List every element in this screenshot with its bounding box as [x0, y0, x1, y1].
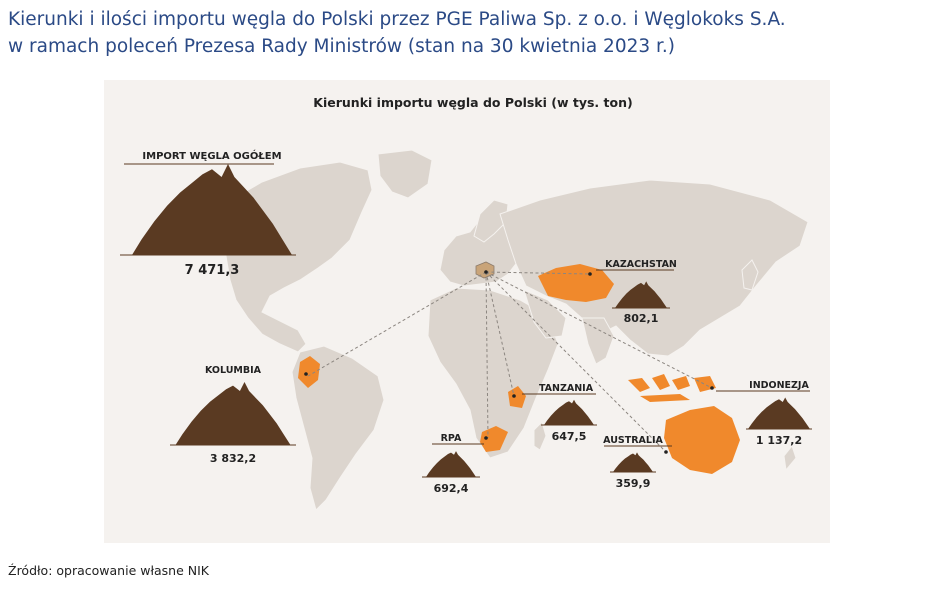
- dot-rpa: [484, 436, 488, 440]
- indonezja-value: 1 137,2: [756, 434, 802, 447]
- kolumbia-value: 3 832,2: [210, 452, 256, 465]
- import-routes: [307, 271, 713, 453]
- total-value: 7 471,3: [185, 263, 240, 278]
- country-poland: [475, 261, 495, 279]
- route-line-australia: [485, 271, 667, 453]
- rpa-label: RPA: [441, 433, 462, 444]
- country-australia: [664, 406, 740, 474]
- source-kolumbia: KOLUMBIA 3 832,2: [170, 365, 296, 465]
- country-indonesia-2: [652, 374, 670, 390]
- kazachstan-value: 802,1: [624, 312, 659, 325]
- tanzania-label: TANZANIA: [539, 383, 594, 394]
- country-indonesia-1: [628, 378, 650, 392]
- country-colombia: [298, 356, 320, 388]
- rpa-value: 692,4: [434, 482, 469, 495]
- location-dots: [304, 270, 714, 454]
- dot-colombia: [304, 372, 308, 376]
- land-new-zealand: [783, 444, 797, 472]
- total-label: IMPORT WĘGLA OGÓŁEM: [142, 149, 281, 162]
- land-masses: [221, 149, 809, 511]
- page-title-line-2: w ramach poleceń Prezesa Rady Ministrów …: [8, 36, 676, 57]
- country-kazakhstan: [538, 264, 614, 302]
- route-line-colombia: [307, 271, 487, 377]
- coal-pile-icon-kolumbia: [175, 382, 291, 445]
- world-map: Kierunki importu węgla do Polski (w tys.…: [120, 95, 812, 511]
- source-rpa: RPA 692,4: [422, 433, 484, 495]
- source-tanzania: TANZANIA 647,5: [522, 383, 597, 443]
- indonezja-label: INDONEZJA: [749, 380, 809, 391]
- source-kazachstan: KAZACHSTAN 802,1: [596, 259, 677, 325]
- dot-poland: [484, 270, 488, 274]
- dot-australia: [664, 450, 668, 454]
- dot-indonesia: [710, 386, 714, 390]
- land-greenland: [377, 149, 433, 199]
- page-title-line-1: Kierunki i ilości importu węgla do Polsk…: [8, 9, 786, 30]
- source-note: Źródło: opracowanie własne NIK: [8, 563, 210, 578]
- coal-pile-icon-rpa: [426, 451, 476, 477]
- coal-pile-icon-tanzania: [544, 399, 594, 425]
- route-line-indonesia: [485, 271, 713, 389]
- country-rsa: [480, 426, 508, 452]
- source-australia: AUSTRALIA 359,9: [603, 435, 672, 490]
- land-madagascar: [533, 421, 547, 451]
- kolumbia-label: KOLUMBIA: [205, 365, 262, 376]
- coal-pile-icon-indonezja: [748, 397, 810, 429]
- land-asia: [499, 179, 809, 357]
- land-arabia: [523, 289, 567, 339]
- country-indonesia-5: [640, 394, 690, 402]
- dot-kazakhstan: [588, 272, 592, 276]
- australia-label: AUSTRALIA: [603, 435, 663, 446]
- tanzania-value: 647,5: [552, 430, 587, 443]
- coal-pile-icon-australia: [613, 452, 653, 472]
- dot-tanzania: [512, 394, 516, 398]
- map-panel: Kierunki importu węgla do Polski (w tys.…: [104, 80, 830, 543]
- route-line-tanzania: [485, 271, 515, 397]
- total-group: IMPORT WĘGLA OGÓŁEM 7 471,3: [120, 149, 296, 278]
- route-line-rpa: [485, 271, 489, 439]
- source-indonezja: INDONEZJA 1 137,2: [716, 380, 812, 447]
- australia-value: 359,9: [616, 477, 651, 490]
- header: Kierunki i ilości importu węgla do Polsk…: [8, 6, 938, 60]
- land-japan: [741, 259, 759, 291]
- map-subtitle: Kierunki importu węgla do Polski (w tys.…: [313, 95, 632, 110]
- land-india: [581, 317, 615, 365]
- land-south-america: [291, 345, 385, 511]
- country-indonesia-3: [672, 376, 690, 390]
- kazachstan-label: KAZACHSTAN: [605, 259, 677, 270]
- route-line-kazakhstan: [485, 271, 591, 275]
- highlighted-countries: [298, 261, 740, 474]
